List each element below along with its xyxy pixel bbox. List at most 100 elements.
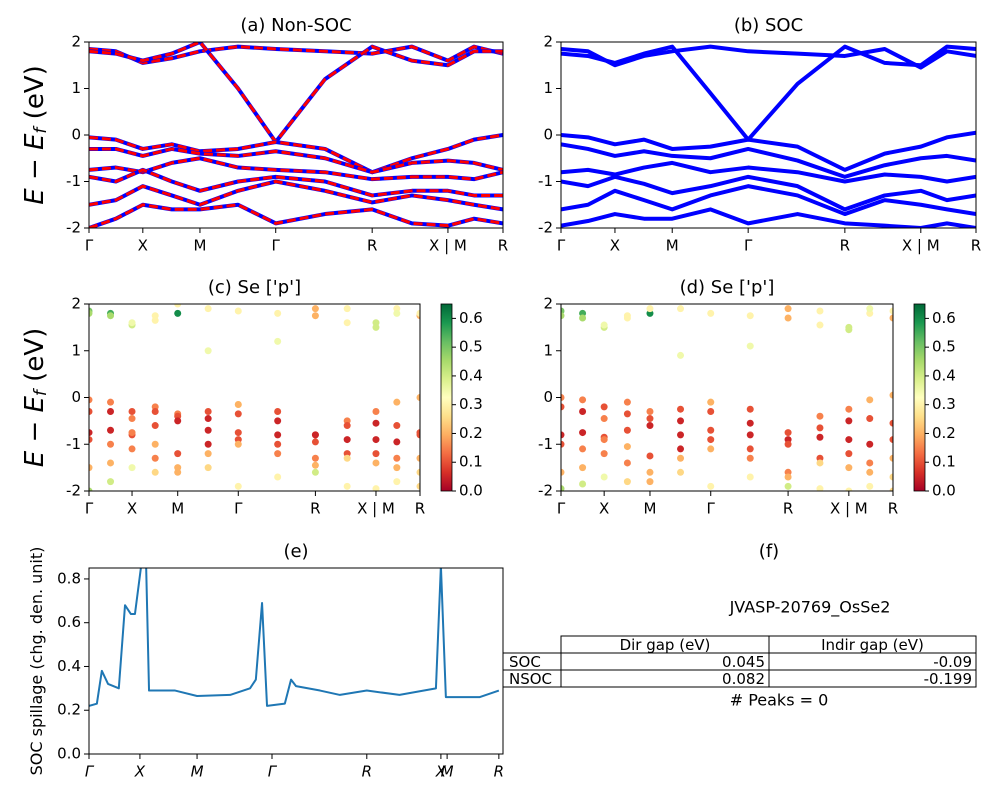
band-point [343,454,351,462]
band-point [234,429,242,437]
y-tick-label: -2 [66,482,81,500]
band-point [311,312,319,320]
band-point [372,419,380,427]
band-point [845,405,853,413]
y-tick-label: 0 [71,126,81,144]
band-point [816,485,824,491]
x-tick-label: X [599,500,609,518]
y-label-main: E − E [20,396,50,468]
band-point [746,312,754,320]
x-tick-label: Γ [85,237,94,255]
colorbar-tick-label: 0.4 [459,366,483,384]
band-point [646,468,654,476]
band-point [174,450,182,458]
band-point [107,440,115,448]
y-tick-label: 1 [543,79,553,97]
band-point [816,412,824,420]
panel-title: (a) Non-SOC [240,15,351,36]
band-point [204,347,212,355]
x-tick-label: R [783,500,793,518]
band-point [107,398,115,406]
band-point [274,337,282,345]
band-point [866,396,874,404]
table-cell-text: 0.045 [722,653,765,671]
band-point [579,408,587,416]
band-point [646,305,654,313]
band-point [128,445,136,453]
y-axis-label: E − Ef (eV) [20,65,52,205]
band-point [707,436,715,444]
y-tick-label: 0 [543,388,553,406]
panel-title: (f) [759,541,779,562]
band-line [89,568,500,707]
colorbar-tick-label: 0.3 [459,395,483,413]
band-point [151,408,159,416]
band-line [561,142,976,179]
band-point [677,431,685,439]
band-line-overlay [89,180,503,211]
band-point [311,438,319,446]
band-point [128,429,136,437]
band-point [204,440,212,448]
band-point [128,408,136,416]
plot-area [89,42,503,228]
colorbar-tick-label: 0.0 [932,482,956,500]
band-point [561,403,565,411]
band-point [816,307,824,315]
band-point [646,422,654,430]
table-cell-text: NSOC [509,670,552,688]
band-point [889,314,893,322]
band-point [174,309,182,317]
band-point [89,464,93,472]
band-point [89,408,93,416]
band-point [204,415,212,423]
band-point [561,468,565,476]
y-tick-label: 0 [71,388,81,406]
y-tick-label: -1 [66,435,81,453]
band-point [274,408,282,416]
x-tick-label: Γ [85,500,94,518]
band-point [151,454,159,462]
band-point [234,401,242,409]
band-point [677,445,685,453]
band-point [707,309,715,317]
colorbar [440,303,453,492]
band-point [89,429,93,437]
band-point [600,450,608,458]
band-point [889,473,893,481]
band-point [311,468,319,476]
band-line [561,174,976,212]
band-point [343,422,351,430]
band-point [889,419,893,427]
band-point [746,473,754,481]
band-point [372,408,380,416]
band-point [311,305,319,313]
band-point [889,307,893,315]
band-point [646,415,654,423]
band-point [746,431,754,439]
colorbar-tick-label: 0.2 [932,424,956,442]
band-point [866,305,874,313]
panel-title: (e) [283,541,308,562]
band-point [866,482,874,490]
band-point [677,305,685,313]
band-point [845,487,853,491]
x-tick-label: R [498,237,508,255]
x-tick-label: Γ [268,763,278,781]
band-point [107,312,115,320]
colorbar-tick-label: 0.1 [459,453,483,471]
band-point [416,431,420,439]
band-point [816,424,824,432]
x-tick-label: Γ [557,237,566,255]
band-point [579,445,587,453]
y-tick-label: -1 [538,435,553,453]
y-tick-label: 1 [71,79,81,97]
band-point [889,436,893,444]
y-tick-label: -2 [66,219,81,237]
x-tick-label: R [971,237,981,255]
colorbar-tick-label: 0.2 [459,424,483,442]
y-tick-label: 0 [543,126,553,144]
band-point [600,403,608,411]
colorbar-tick-label: 0.0 [459,482,483,500]
band-point [623,426,631,434]
